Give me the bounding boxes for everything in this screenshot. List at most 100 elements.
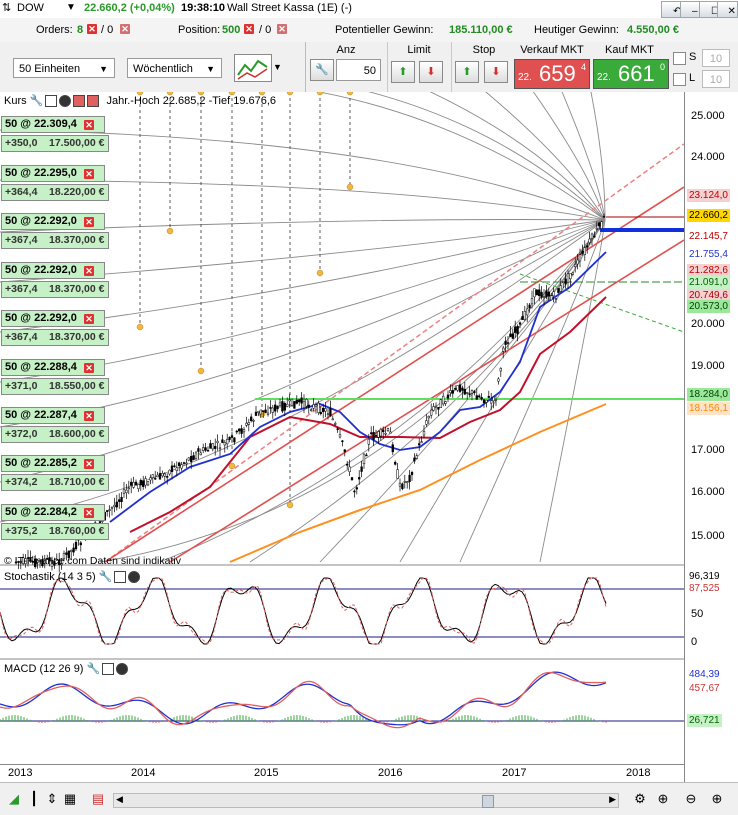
- chart-canvas[interactable]: [0, 92, 684, 782]
- panel-window-icon[interactable]: [102, 663, 115, 676]
- s-quantity-field[interactable]: 10: [702, 49, 730, 67]
- units-select[interactable]: 50 Einheiten ▼: [13, 58, 115, 78]
- scroll-thumb[interactable]: [482, 795, 494, 808]
- order-diff: +371,0: [5, 380, 38, 392]
- stop-sell-button[interactable]: ⬇: [484, 61, 508, 83]
- year-tick: 2014: [131, 767, 156, 779]
- scroll-right-icon[interactable]: ▶: [609, 794, 616, 804]
- stoch-tick: 0: [691, 636, 698, 648]
- cancel-order-icon[interactable]: ✕: [84, 411, 94, 421]
- s-checkbox[interactable]: [673, 52, 686, 65]
- limit-sell-button[interactable]: ⬇: [419, 61, 443, 83]
- cancel-order-icon[interactable]: ✕: [84, 363, 94, 373]
- position-label: Position:: [178, 24, 221, 36]
- order-tag-5[interactable]: 50 @ 22.292,0 ✕: [1, 310, 105, 327]
- time-scrollbar[interactable]: ◀ ▶: [113, 793, 619, 808]
- order-diff: +350,0: [5, 137, 38, 149]
- price-marker-label: 21.755,4: [687, 248, 730, 261]
- price-marker-label: 21.282,6: [687, 264, 730, 277]
- chart-area[interactable]: Kurs 🔧 Jahr.-Hoch 22.685,2 -Tief 19.676,…: [0, 92, 738, 782]
- cancel-pending-icon[interactable]: ✕: [120, 24, 130, 35]
- price-marker-label: 22.145,7: [687, 230, 730, 243]
- panel-close-icon[interactable]: [59, 95, 72, 108]
- order-tag-8[interactable]: 50 @ 22.285,2 ✕: [1, 455, 105, 472]
- stoch-tick: 50: [691, 608, 704, 620]
- order-pnl-9: +375,2 18.760,00 €: [1, 523, 109, 540]
- wrench-button[interactable]: 🔧: [310, 59, 334, 81]
- order-diff: +367,4: [5, 283, 38, 295]
- order-value: 18.370,00 €: [49, 331, 105, 343]
- panel-close-icon[interactable]: [128, 571, 141, 584]
- order-tag-7[interactable]: 50 @ 22.287,4 ✕: [1, 407, 105, 424]
- arrow-down-icon[interactable]: [73, 95, 86, 108]
- marker-dots: [136, 92, 354, 509]
- settings-icon[interactable]: ⚙: [634, 791, 646, 806]
- order-tag-9[interactable]: 50 @ 22.284,2 ✕: [1, 504, 105, 521]
- cancel-order-icon[interactable]: ✕: [84, 459, 94, 469]
- wrench-icon[interactable]: 🔧: [98, 571, 113, 583]
- order-diff: +372,0: [5, 428, 38, 440]
- order-value: 18.550,00 €: [49, 380, 105, 392]
- cancel-order-icon[interactable]: ✕: [84, 169, 94, 179]
- candles-icon[interactable]: ┃: [30, 791, 38, 806]
- cancel-order-icon[interactable]: ✕: [84, 314, 94, 324]
- panel-close-icon[interactable]: [116, 663, 129, 676]
- order-tag-4[interactable]: 50 @ 22.292,0 ✕: [1, 262, 105, 279]
- chart-type-icon[interactable]: ◢: [9, 791, 19, 806]
- limit-buy-button[interactable]: ⬆: [391, 61, 415, 83]
- mode-icon[interactable]: ⇕: [46, 791, 58, 806]
- ma-100-line: [129, 296, 607, 533]
- panel-window-icon[interactable]: [45, 95, 58, 108]
- order-tag-3[interactable]: 50 @ 22.292,0 ✕: [1, 213, 105, 230]
- order-value: 18.370,00 €: [49, 234, 105, 246]
- order-entry: 50 @ 22.292,0: [5, 264, 77, 276]
- close-button[interactable]: ✕: [717, 1, 738, 18]
- cancel-order-icon[interactable]: ✕: [84, 120, 94, 130]
- symbol-dropdown-icon[interactable]: ▼: [66, 2, 76, 13]
- scroll-left-icon[interactable]: ◀: [116, 794, 123, 804]
- order-value: 18.600,00 €: [49, 428, 105, 440]
- buy-market-button[interactable]: 22. 661 0: [593, 59, 669, 89]
- panel-window-icon[interactable]: [114, 571, 127, 584]
- wrench-icon[interactable]: 🔧: [29, 95, 44, 107]
- current-price: 22.660,2 (+0,04%): [84, 2, 175, 14]
- cancel-order-icon[interactable]: ✕: [84, 266, 94, 276]
- up-arrow-icon: ⇅: [2, 2, 12, 14]
- chevron-down-icon: ▼: [99, 64, 108, 74]
- zoom-out-icon[interactable]: ⊖: [685, 791, 697, 806]
- s-label: S: [689, 51, 697, 63]
- zoom-in-icon[interactable]: ⊕: [711, 791, 723, 806]
- order-value: 18.760,00 €: [49, 525, 105, 537]
- macd-panel-title: MACD (12 26 9) 🔧: [4, 662, 129, 676]
- x-axis[interactable]: 2013 2014 2015 2016 2017 2018: [0, 764, 684, 783]
- macd-panel-label: MACD (12 26 9): [4, 663, 84, 675]
- cancel-order-icon[interactable]: ✕: [84, 217, 94, 227]
- title-bar: ⇅ DOW ▼ 22.660,2 (+0,04%) 19:38:10 Wall …: [0, 0, 738, 19]
- close-pending-icon[interactable]: ✕: [277, 24, 287, 35]
- period-select[interactable]: Wöchentlich ▼: [127, 58, 222, 78]
- stop-buy-button[interactable]: ⬆: [455, 61, 479, 83]
- indicator-dropdown-icon[interactable]: ▼: [273, 62, 282, 72]
- order-tag-1[interactable]: 50 @ 22.309,4 ✕: [1, 116, 105, 133]
- l-quantity-field[interactable]: 10: [702, 70, 730, 88]
- order-tag-2[interactable]: 50 @ 22.295,0 ✕: [1, 165, 105, 182]
- cancel-order-icon[interactable]: ✕: [84, 508, 94, 518]
- indicator-button[interactable]: [234, 54, 272, 82]
- price-marker-label: 20.573,0: [687, 300, 730, 313]
- zoom-fit-icon[interactable]: ⊕: [657, 791, 669, 806]
- orders-count[interactable]: 8: [77, 24, 84, 36]
- position-count[interactable]: 500: [222, 24, 241, 36]
- sell-market-button[interactable]: 22. 659 4: [514, 59, 590, 89]
- order-tag-6[interactable]: 50 @ 22.288,4 ✕: [1, 359, 105, 376]
- cancel-orders-icon[interactable]: ✕: [87, 24, 97, 35]
- l-checkbox[interactable]: [673, 73, 686, 86]
- time-markers: [139, 92, 351, 505]
- close-position-icon[interactable]: ✕: [244, 24, 254, 35]
- arrow-up-icon[interactable]: [87, 95, 100, 108]
- wrench-icon[interactable]: 🔧: [86, 663, 101, 675]
- macd-value-label: 484,39: [687, 668, 722, 681]
- bars-icon[interactable]: ▤: [91, 791, 105, 806]
- quantity-input[interactable]: 50: [336, 59, 381, 81]
- grid-icon[interactable]: ▦: [63, 791, 77, 806]
- y-axis[interactable]: 25.000 24.000 20.000 19.000 17.000 16.000 15.0…: [684, 92, 738, 782]
